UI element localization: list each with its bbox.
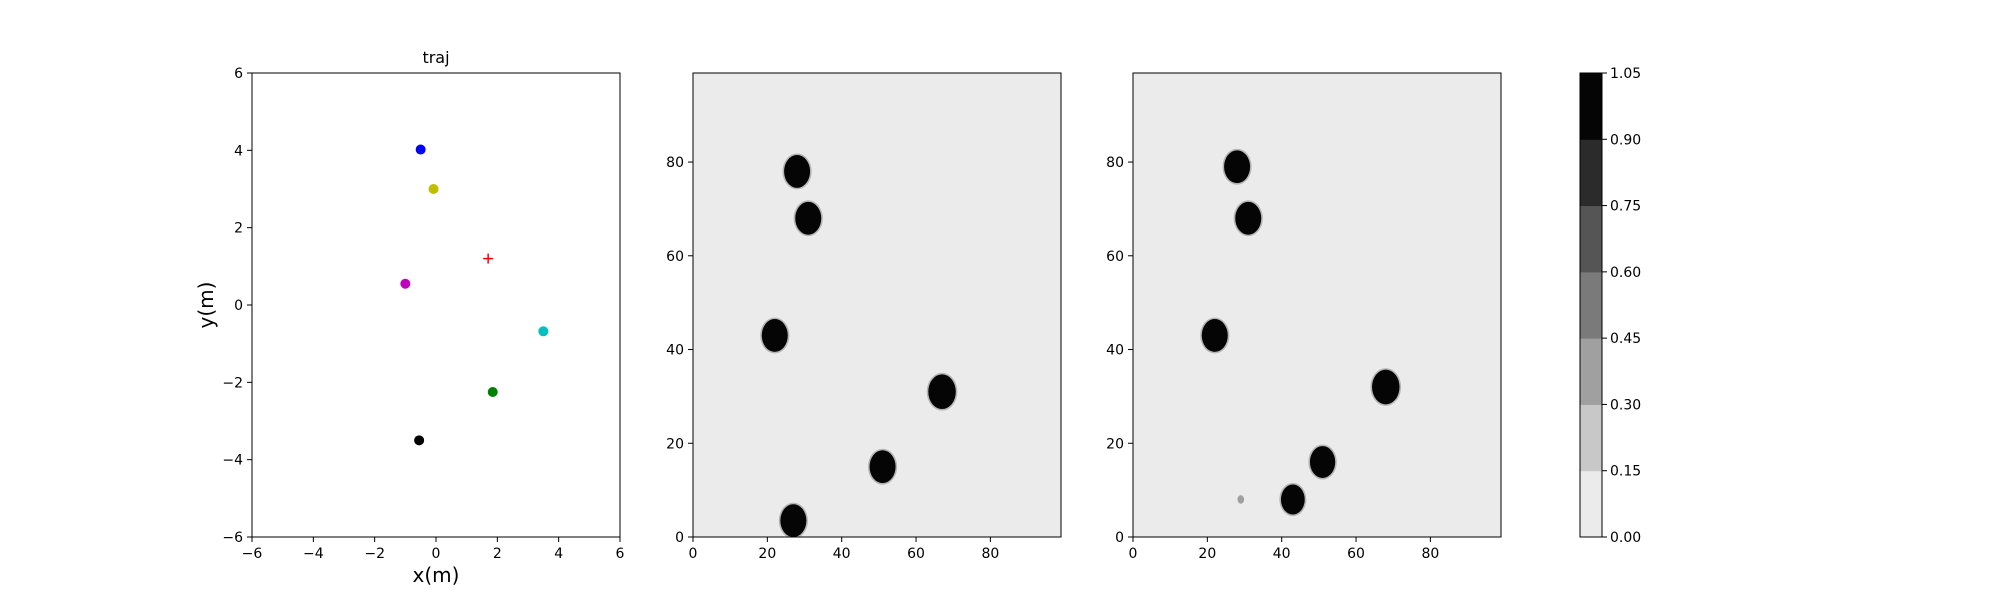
heatmap-2-x-tick-label: 0 (1129, 546, 1138, 562)
trajectory-x-tick-label: −4 (303, 546, 324, 562)
heatmap-2-y-ticks: 0 20 40 60 80 (1106, 155, 1133, 546)
obstacle-blob (795, 201, 822, 235)
heatmap-2-x-ticks: 0 20 40 60 80 (1129, 537, 1439, 562)
trajectory-y-tick-label: 6 (234, 66, 243, 82)
trajectory-plot-background (252, 73, 620, 537)
y-axis-label: y(m) (194, 282, 218, 329)
obstacle-blob (1235, 201, 1262, 235)
agent-point (538, 326, 549, 337)
heatmap-2-y-tick-label: 0 (1115, 530, 1124, 546)
colorbar-frame (1579, 72, 1603, 538)
heatmap-2-x-tick-label: 60 (1347, 546, 1365, 562)
colorbar-band (1580, 470, 1602, 538)
colorbar-band (1580, 271, 1602, 339)
trajectory-x-tick-label: 0 (432, 546, 441, 562)
heatmap-2-y-tick-label: 20 (1106, 436, 1124, 452)
agent-point (487, 387, 498, 397)
colorbar-tick-label: 0.15 (1610, 464, 1641, 480)
heatmap-prediction: 0 20 40 60 80 0 20 40 60 80 (1106, 72, 1502, 562)
trajectory-y-tick-label: −4 (222, 453, 243, 469)
obstacle-blob (780, 504, 807, 537)
trajectory-points (400, 144, 549, 446)
trajectory-y-tick-label: 0 (234, 298, 243, 314)
colorbar-tick-label: 0.75 (1610, 199, 1641, 215)
colorbar-band (1580, 338, 1602, 405)
obstacle-blob (1201, 319, 1228, 352)
heatmap-2-x-tick-label: 20 (1198, 546, 1216, 562)
heatmap-1-x-tick-label: 60 (907, 546, 925, 562)
obstacle-blob (1237, 495, 1245, 504)
heatmap-1-x-tick-label: 40 (833, 546, 851, 562)
heatmap-1-blobs (760, 153, 958, 537)
colorbar-tick-label: 0.00 (1610, 530, 1641, 546)
heatmap-1-x-tick-label: 0 (689, 546, 698, 562)
trajectory-x-tick-label: 4 (554, 546, 563, 562)
trajectory-y-ticks: −6 −4 −2 0 2 4 6 (222, 66, 252, 546)
colorbar-band (1580, 404, 1602, 472)
colorbar-band (1580, 139, 1602, 207)
colorbar-ticks: 0.00 0.15 0.30 0.45 0.60 0.75 0.90 1.05 (1602, 66, 1641, 546)
obstacle-blob (1309, 446, 1336, 478)
trajectory-title: traj (422, 48, 449, 67)
heatmap-1-y-tick-label: 60 (666, 249, 684, 265)
colorbar: 0.00 0.15 0.30 0.45 0.60 0.75 0.90 1.05 (1579, 66, 1641, 546)
trajectory-x-tick-label: 2 (493, 546, 502, 562)
colorbar-tick-label: 0.45 (1610, 331, 1641, 347)
heatmap-2-y-tick-label: 60 (1106, 249, 1124, 265)
trajectory-x-tick-label: −6 (242, 546, 263, 562)
trajectory-y-tick-label: −2 (222, 375, 243, 391)
heatmap-2-y-tick-label: 40 (1106, 343, 1124, 359)
heatmap-1-y-tick-label: 80 (666, 155, 684, 171)
agent-point (414, 435, 425, 446)
obstacle-blob (1280, 484, 1305, 515)
agent-point (415, 144, 426, 155)
heatmap-2-y-tick-label: 80 (1106, 155, 1124, 171)
obstacle-blob (761, 319, 788, 352)
trajectory-y-tick-label: 2 (234, 221, 243, 237)
trajectory-x-tick-label: −2 (364, 546, 385, 562)
heatmap-1-x-tick-label: 80 (981, 546, 999, 562)
heatmap-1-y-ticks: 0 20 40 60 80 (666, 155, 693, 546)
heatmap-1-y-tick-label: 20 (666, 436, 684, 452)
agent-point (428, 184, 439, 194)
heatmap-2-frame (1132, 72, 1502, 538)
heatmap-2-x-tick-label: 80 (1421, 546, 1439, 562)
colorbar-band (1580, 205, 1602, 273)
trajectory-y-tick-label: −6 (222, 530, 243, 546)
obstacle-blob (1224, 150, 1251, 184)
x-axis-label: x(m) (413, 563, 460, 587)
trajectory-plot: −6 −4 −2 0 2 4 6 −6 −4 −2 0 2 4 6 traj x(m) y(m) (194, 48, 625, 587)
heatmap-1-y-tick-label: 0 (675, 530, 684, 546)
heatmap-1-y-tick-label: 40 (666, 343, 684, 359)
agent-point (400, 278, 411, 289)
obstacle-blob (1372, 369, 1400, 405)
trajectory-x-ticks: −6 −4 −2 0 2 4 6 (242, 537, 625, 562)
heatmap-2-blobs (1200, 148, 1402, 517)
colorbar-tick-label: 0.90 (1610, 132, 1641, 148)
obstacle-blob (869, 450, 896, 484)
heatmap-1-x-ticks: 0 20 40 60 80 (689, 537, 999, 562)
obstacle-blob (784, 155, 811, 188)
colorbar-tick-label: 1.05 (1610, 66, 1641, 82)
heatmap-1-frame (692, 72, 1062, 538)
heatmap-2-x-tick-label: 40 (1273, 546, 1291, 562)
colorbar-bands (1580, 73, 1602, 538)
obstacle-blob (928, 374, 956, 410)
trajectory-y-tick-label: 4 (234, 143, 243, 159)
trajectory-x-tick-label: 6 (616, 546, 625, 562)
colorbar-band (1580, 73, 1602, 140)
colorbar-tick-label: 0.30 (1610, 397, 1641, 413)
heatmap-1-x-tick-label: 20 (758, 546, 776, 562)
heatmap-ground-truth: 0 20 40 60 80 0 20 40 60 80 (666, 72, 1062, 562)
colorbar-tick-label: 0.60 (1610, 265, 1641, 281)
trajectory-plot-frame (251, 72, 621, 538)
